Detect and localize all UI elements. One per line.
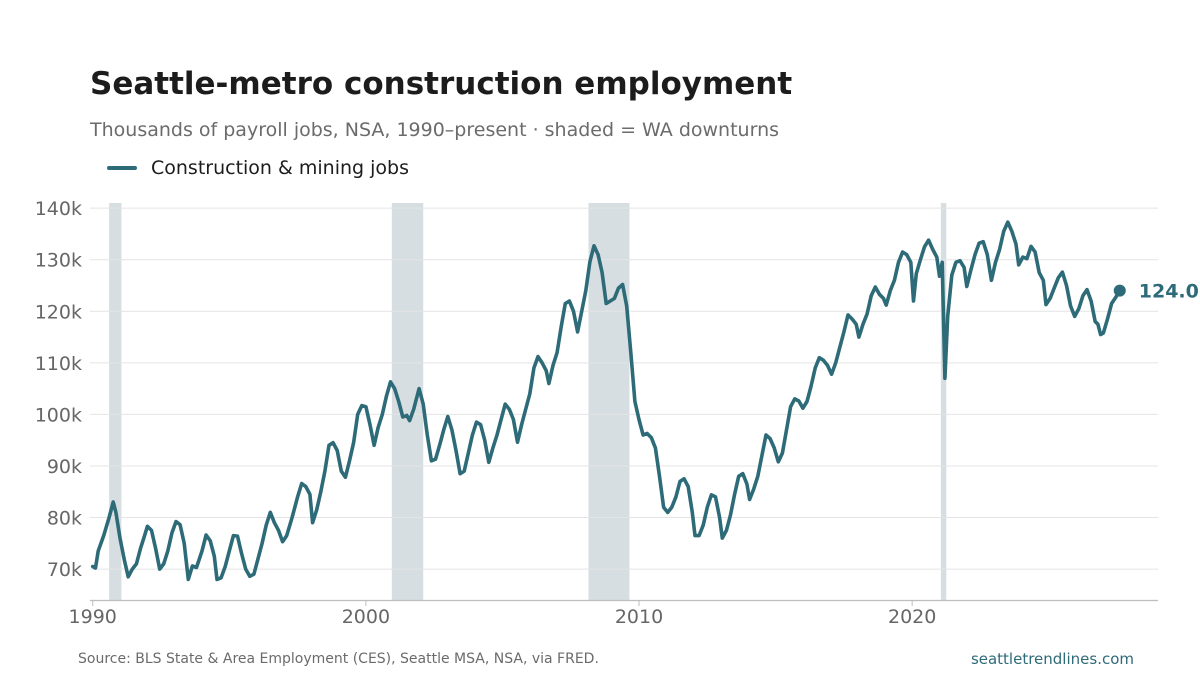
recession-band-4 <box>940 203 947 600</box>
x-tick-label: 2010 <box>615 606 663 628</box>
series-layer: 124.0k <box>90 220 1200 582</box>
x-tick-label: 1990 <box>69 606 117 628</box>
legend-label: Construction & mining jobs <box>151 157 409 179</box>
end-value-label: 124.0k <box>1139 281 1200 303</box>
y-tick-label: 140k <box>35 198 82 220</box>
y-tick-label: 100k <box>35 404 82 426</box>
y-tick-label: 130k <box>35 250 82 272</box>
x-tick-label: 2000 <box>342 606 390 628</box>
y-tick-label: 70k <box>47 559 82 581</box>
axes: 70k 80k 90k 100k 110k 120k 130k 140k 1990 2000 201… <box>35 198 1158 628</box>
site-credit: seattletrendlines.com <box>970 650 1134 668</box>
x-tick-label: 2020 <box>888 606 936 628</box>
y-tick-label: 110k <box>35 353 82 375</box>
chart-title: Seattle-metro construction employment <box>90 66 793 102</box>
y-tick-label: 120k <box>35 301 82 323</box>
recession-band-2 <box>391 203 424 600</box>
gridlines <box>90 207 1158 570</box>
y-tick-label: 80k <box>47 508 82 530</box>
chart-subtitle: Thousands of payroll jobs, NSA, 1990–pre… <box>90 119 780 141</box>
legend-swatch <box>107 166 137 170</box>
source-note: Source: BLS State & Area Employment (CES… <box>78 651 599 667</box>
recession-band-3 <box>588 203 630 600</box>
y-tick-label: 90k <box>47 456 82 478</box>
recession-bands <box>109 203 947 600</box>
legend: Construction & mining jobs <box>107 157 409 179</box>
end-point-marker <box>1113 284 1126 297</box>
series-line-construction-mining <box>90 220 1122 582</box>
